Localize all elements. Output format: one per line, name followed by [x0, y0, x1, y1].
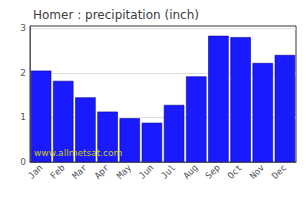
svg-text:www.allmetsat.com: www.allmetsat.com	[34, 148, 122, 158]
svg-text:2: 2	[20, 68, 26, 78]
svg-text:Jun: Jun	[137, 162, 156, 181]
svg-text:Dec: Dec	[270, 162, 289, 181]
svg-text:Sep: Sep	[203, 162, 222, 181]
svg-text:Apr: Apr	[93, 162, 112, 181]
svg-text:Jan: Jan	[26, 162, 45, 181]
svg-text:Jul: Jul	[159, 162, 178, 181]
svg-text:Aug: Aug	[181, 162, 200, 181]
svg-text:Oct: Oct	[226, 162, 245, 181]
svg-text:Nov: Nov	[248, 162, 267, 181]
svg-text:0: 0	[20, 157, 26, 167]
svg-text:1: 1	[20, 112, 26, 122]
svg-text:May: May	[115, 162, 134, 181]
svg-text:Feb: Feb	[48, 162, 67, 181]
svg-text:3: 3	[20, 23, 26, 33]
svg-text:Homer : precipitation (inch): Homer : precipitation (inch)	[33, 8, 199, 22]
svg-text:Mar: Mar	[70, 162, 89, 181]
